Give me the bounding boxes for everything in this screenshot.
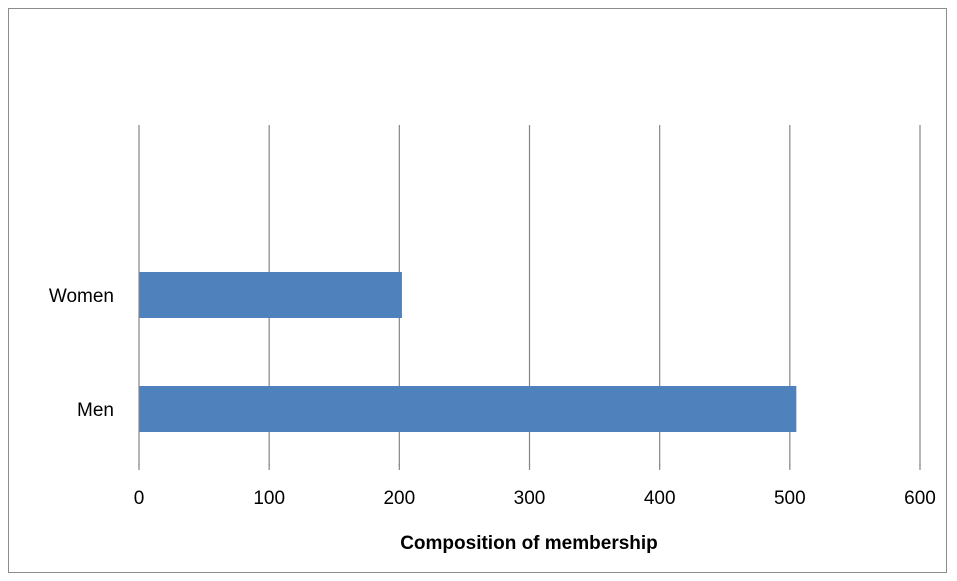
x-tick-label-200: 200 [383,488,415,509]
bar-men [139,386,797,432]
x-tick-label-0: 0 [134,488,145,509]
x-tick-label-100: 100 [253,488,285,509]
bar-women [139,272,402,318]
x-tick-label-300: 300 [514,488,546,509]
y-tick-label-men: Men [77,400,114,421]
y-tick-labels: Women Men [49,286,114,421]
axes [138,125,921,470]
y-tick-label-women: Women [49,286,114,307]
x-tick-label-400: 400 [644,488,676,509]
x-tick-label-500: 500 [774,488,806,509]
bars [139,272,797,432]
x-tick-label-600: 600 [904,488,936,509]
x-axis-title: Composition of membership [400,533,658,554]
x-tick-labels: 0 100 200 300 400 500 600 [134,488,936,509]
